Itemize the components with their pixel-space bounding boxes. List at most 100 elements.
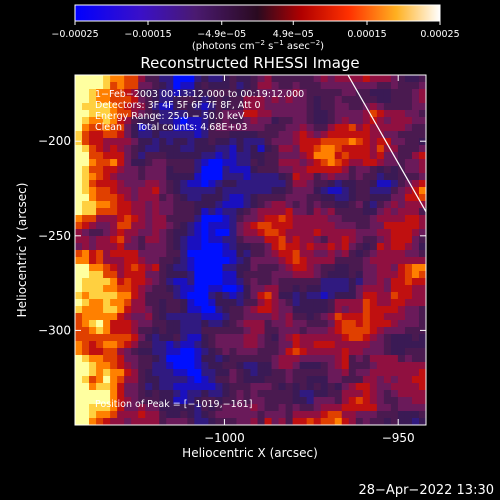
- heatmap-cell: [397, 285, 406, 293]
- heatmap-cell: [271, 369, 280, 377]
- heatmap-cell: [131, 285, 139, 293]
- heatmap-cell: [117, 411, 125, 419]
- heatmap-cell: [327, 278, 336, 286]
- heatmap-cell: [250, 82, 259, 90]
- heatmap-cell: [236, 334, 245, 342]
- heatmap-cell: [243, 145, 252, 153]
- heatmap-cell: [187, 187, 195, 195]
- heatmap-cell: [327, 320, 336, 328]
- heatmap-cell: [229, 376, 238, 384]
- heatmap-cell: [215, 418, 224, 425]
- heatmap-cell: [348, 166, 357, 174]
- heatmap-cell: [166, 404, 174, 412]
- heatmap-cell: [145, 208, 153, 216]
- heatmap-cell: [82, 124, 90, 132]
- heatmap-cell: [334, 299, 343, 307]
- heatmap-cell: [159, 180, 167, 188]
- heatmap-cell: [376, 369, 385, 377]
- heatmap-cell: [327, 103, 336, 111]
- heatmap-cell: [236, 257, 245, 265]
- heatmap-cell: [201, 327, 209, 335]
- heatmap-cell: [82, 229, 90, 237]
- heatmap-cell: [89, 236, 97, 244]
- heatmap-cell: [278, 250, 287, 258]
- heatmap-cell: [285, 341, 294, 349]
- heatmap-cell: [103, 166, 111, 174]
- heatmap-cell: [173, 208, 181, 216]
- heatmap-cell: [145, 236, 153, 244]
- heatmap-cell: [89, 271, 97, 279]
- heatmap-cell: [313, 82, 322, 90]
- heatmap-cell: [173, 82, 181, 90]
- colorbar-tick-label: 0.00015: [347, 29, 386, 40]
- heatmap-cell: [222, 334, 231, 342]
- heatmap-cell: [327, 355, 336, 363]
- heatmap-cell: [89, 145, 97, 153]
- heatmap-cell: [327, 313, 336, 321]
- heatmap-cell: [131, 327, 139, 335]
- heatmap-cell: [222, 285, 231, 293]
- heatmap-cell: [89, 299, 97, 307]
- heatmap-cell: [341, 320, 350, 328]
- heatmap-cell: [292, 82, 301, 90]
- heatmap-cell: [299, 138, 308, 146]
- heatmap-cell: [243, 166, 252, 174]
- heatmap-cell: [313, 278, 322, 286]
- heatmap-cell: [117, 236, 125, 244]
- heatmap-cell: [285, 110, 294, 118]
- heatmap-cell: [313, 369, 322, 377]
- heatmap-cell: [418, 243, 426, 251]
- heatmap-cell: [173, 327, 181, 335]
- heatmap-cell: [131, 138, 139, 146]
- heatmap-cell: [369, 180, 378, 188]
- heatmap-cell: [327, 222, 336, 230]
- heatmap-cell: [236, 292, 245, 300]
- heatmap-cell: [124, 341, 132, 349]
- heatmap-cell: [166, 173, 174, 181]
- heatmap-cell: [117, 313, 125, 321]
- heatmap-cell: [124, 334, 132, 342]
- heatmap-cell: [75, 376, 83, 384]
- heatmap-cell: [145, 103, 153, 111]
- heatmap-cell: [299, 383, 308, 391]
- heatmap-cell: [285, 229, 294, 237]
- heatmap-cell: [89, 96, 97, 104]
- heatmap-cell: [180, 313, 188, 321]
- heatmap-cell: [215, 180, 224, 188]
- heatmap-cell: [355, 320, 364, 328]
- heatmap-cell: [285, 166, 294, 174]
- heatmap-cell: [362, 334, 371, 342]
- heatmap-cell: [362, 306, 371, 314]
- heatmap-cell: [187, 418, 195, 425]
- heatmap-cell: [208, 243, 216, 251]
- heatmap-cell: [292, 313, 301, 321]
- heatmap-cell: [376, 411, 385, 419]
- heatmap-cell: [411, 355, 420, 363]
- heatmap-cell: [285, 180, 294, 188]
- heatmap-cell: [320, 285, 329, 293]
- heatmap-cell: [75, 201, 83, 209]
- heatmap-cell: [278, 166, 287, 174]
- heatmap-cell: [390, 89, 399, 97]
- heatmap-cell: [110, 411, 118, 419]
- heatmap-cell: [278, 173, 287, 181]
- heatmap-cell: [299, 411, 308, 419]
- heatmap-cell: [75, 215, 83, 223]
- heatmap-cell: [215, 208, 224, 216]
- heatmap-cell: [383, 96, 392, 104]
- heatmap-cell: [110, 257, 118, 265]
- heatmap-cell: [96, 138, 104, 146]
- heatmap-cell: [355, 96, 364, 104]
- heatmap-cell: [327, 285, 336, 293]
- heatmap-cell: [103, 257, 111, 265]
- heatmap-cell: [278, 334, 287, 342]
- heatmap-cell: [117, 341, 125, 349]
- heatmap-cell: [75, 173, 83, 181]
- heatmap-cell: [96, 404, 104, 412]
- heatmap-cell: [271, 341, 280, 349]
- heatmap-cell: [250, 292, 259, 300]
- heatmap-cell: [376, 348, 385, 356]
- heatmap-cell: [82, 250, 90, 258]
- heatmap-cell: [390, 306, 399, 314]
- heatmap-cell: [369, 187, 378, 195]
